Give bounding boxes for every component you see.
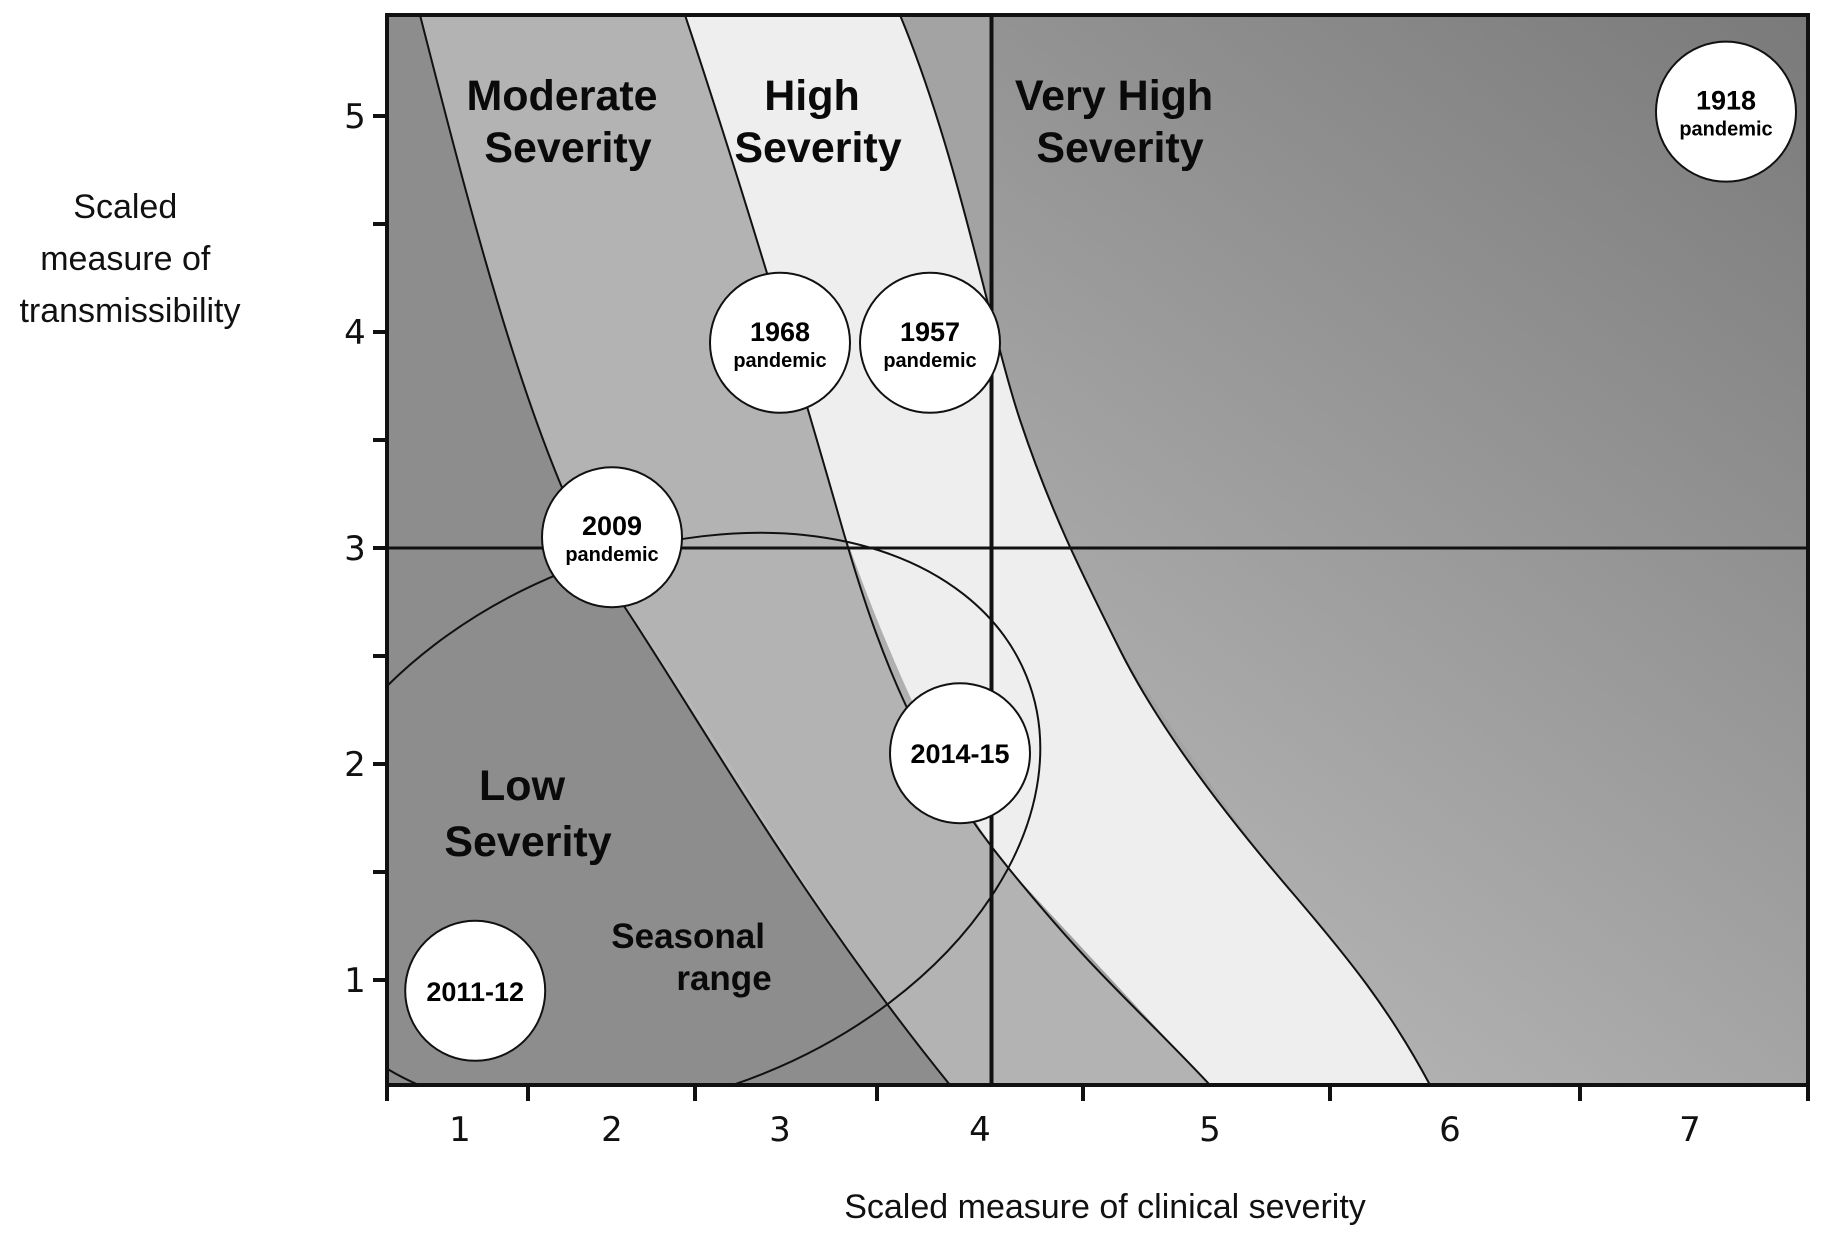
y-tick-label: 3: [344, 529, 366, 569]
pandemic-points: 1918pandemic1968pandemic1957pandemic2009…: [404, 40, 1797, 1062]
point-label: 2009: [582, 511, 642, 541]
point-marker: [541, 466, 683, 609]
y-axis-label: Scaled measure of transmissibility: [19, 188, 240, 330]
point-marker: [889, 682, 1031, 825]
point-sublabel: pandemic: [733, 350, 826, 372]
point-marker: [709, 271, 851, 414]
region-labels: Moderate Severity High Severity Very Hig…: [444, 72, 1225, 998]
point-2009: 2009 pandemic: [541, 466, 683, 609]
point-marker: [404, 919, 547, 1062]
point-label: 2011-12: [426, 977, 524, 1007]
point-label: 1957: [900, 317, 960, 347]
point-label: 1918: [1696, 86, 1756, 116]
y-tick-label: 1: [344, 961, 366, 1001]
point-1918: 1918 pandemic: [1655, 40, 1797, 183]
point-sublabel: pandemic: [565, 544, 658, 566]
moderate-severity-band: [420, 15, 1210, 1085]
y-axis: 1 2 3 4 5: [344, 15, 389, 1085]
region-label-low: Low Severity: [444, 762, 611, 866]
y-tick-label: 2: [344, 745, 366, 785]
x-tick-label: 5: [1199, 1110, 1221, 1150]
y-tick-label: 5: [344, 97, 366, 137]
boundary-curve-high-very-high: [899, 15, 1431, 1085]
point-2014-15: 2014-15: [889, 682, 1031, 825]
region-label-moderate: Moderate Severity: [466, 72, 669, 172]
x-tick-label: 2: [601, 1110, 623, 1150]
boundary-curve-moderate-high: [684, 15, 1211, 1085]
point-sublabel: pandemic: [883, 350, 976, 372]
x-tick-label: 4: [969, 1110, 991, 1150]
point-1968: 1968 pandemic: [709, 271, 851, 414]
x-tick-label: 1: [449, 1110, 471, 1150]
high-severity-band: [685, 15, 1430, 1085]
x-tick-label: 3: [769, 1110, 791, 1150]
x-tick-label: 6: [1439, 1110, 1461, 1150]
x-axis-label: Scaled measure of clinical severity: [844, 1188, 1366, 1226]
x-axis: 1 2 3 4 5 6 7: [385, 1083, 1810, 1150]
y-tick-label: 4: [344, 313, 366, 353]
point-1957: 1957 pandemic: [859, 271, 1001, 414]
point-marker: [859, 271, 1001, 414]
low-severity-region: [387, 15, 950, 1085]
point-sublabel: pandemic: [1679, 119, 1772, 141]
point-label: 1968: [750, 317, 810, 347]
point-marker: [1655, 40, 1797, 183]
region-label-high: High Severity: [734, 72, 901, 172]
point-2011-12: 2011-12: [404, 919, 547, 1062]
seasonal-range-label: Seasonal range: [611, 917, 774, 998]
plot-area: [385, 13, 1810, 1087]
point-label: 2014-15: [910, 739, 1009, 769]
region-label-very-high: Very High Severity: [1015, 72, 1225, 172]
x-tick-label: 7: [1679, 1110, 1701, 1150]
